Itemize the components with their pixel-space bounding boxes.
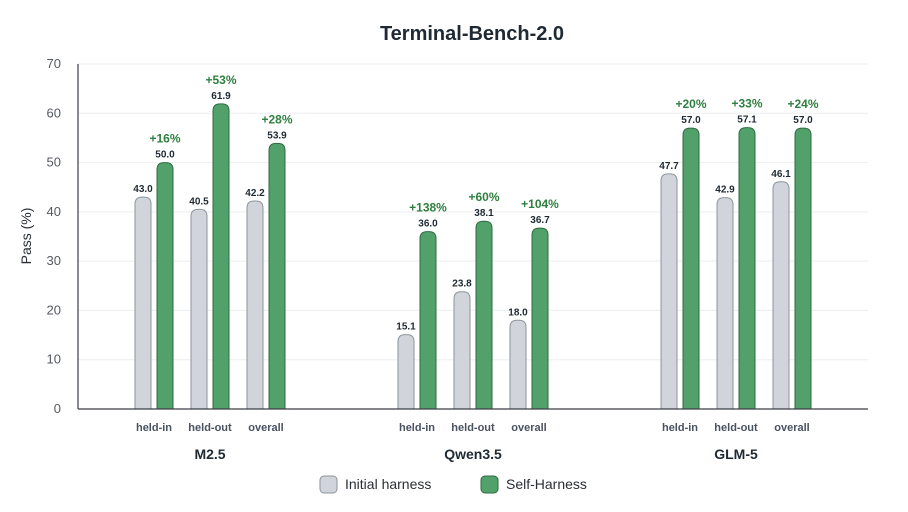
bar-initial-harness	[660, 173, 678, 410]
bar-initial-harness	[190, 208, 208, 410]
bar-self-harness	[682, 127, 700, 410]
bar-initial-harness	[509, 319, 527, 410]
bar-self-harness	[212, 103, 230, 410]
legend-label-initial: Initial harness	[345, 476, 431, 492]
y-tick-label: 0	[54, 401, 61, 416]
split-label: overall	[774, 422, 809, 434]
y-tick-label: 30	[47, 253, 61, 268]
value-label-initial: 46.1	[771, 169, 791, 180]
bar-initial-harness	[246, 200, 264, 410]
improvement-label: +28%	[261, 112, 292, 126]
y-tick-label: 50	[47, 155, 61, 170]
bar-initial-harness	[716, 197, 734, 410]
improvement-label: +138%	[409, 201, 447, 215]
bar-initial-harness	[134, 196, 152, 410]
value-label-initial: 23.8	[452, 279, 472, 290]
x-axis-labels: held-in held-out overall M2.5 held-in held-ou…	[136, 422, 810, 462]
value-label-self: 61.9	[211, 91, 231, 102]
value-label-self: 38.1	[474, 208, 494, 219]
y-axis-ticks: 0 10 20 30 40 50 60 70	[47, 56, 61, 416]
bar-self-harness	[531, 227, 549, 410]
split-label: held-out	[451, 422, 495, 434]
improvement-label: +20%	[675, 97, 706, 111]
value-label-initial: 47.7	[659, 161, 679, 172]
improvement-label: +33%	[731, 97, 762, 111]
split-label: held-out	[188, 422, 232, 434]
chart-title: Terminal-Bench-2.0	[380, 23, 564, 45]
bar-self-harness	[475, 220, 493, 410]
bar-self-harness	[419, 231, 437, 410]
improvement-label: +53%	[205, 73, 236, 87]
improvement-label: +104%	[521, 197, 559, 211]
legend-swatch-self	[480, 475, 499, 494]
split-label: held-in	[399, 422, 435, 434]
legend-swatch-initial	[319, 475, 338, 494]
split-label: overall	[511, 422, 546, 434]
y-tick-label: 10	[47, 352, 61, 367]
split-label: held-in	[136, 422, 172, 434]
y-axis-label: Pass (%)	[18, 208, 34, 265]
value-label-self: 57.0	[681, 115, 701, 126]
group-label: M2.5	[194, 446, 225, 462]
y-tick-label: 40	[47, 204, 61, 219]
value-label-self: 50.0	[155, 150, 175, 161]
value-label-initial: 42.2	[245, 188, 265, 199]
bars: 43.0 50.0 +16% 40.5 61.9 +53% 42.2 53.9 +28% 15.1…	[133, 73, 819, 410]
value-label-self: 57.1	[737, 115, 757, 126]
bar-initial-harness	[772, 181, 790, 410]
value-label-self: 36.0	[418, 219, 438, 230]
bar-self-harness	[268, 142, 286, 410]
bar-self-harness	[156, 162, 174, 410]
value-label-initial: 40.5	[189, 196, 209, 207]
legend: Initial harness Self-Harness	[319, 475, 587, 494]
bar-self-harness	[738, 127, 756, 410]
legend-label-self: Self-Harness	[506, 476, 587, 492]
split-label: held-in	[662, 422, 698, 434]
bar-initial-harness	[453, 291, 471, 410]
value-label-self: 57.0	[793, 115, 813, 126]
y-tick-label: 20	[47, 302, 61, 317]
split-label: overall	[248, 422, 283, 434]
value-label-initial: 43.0	[133, 184, 153, 195]
improvement-label: +16%	[149, 132, 180, 146]
y-tick-label: 60	[47, 105, 61, 120]
value-label-self: 53.9	[267, 130, 287, 141]
grid-lines	[78, 63, 868, 361]
group-label: Qwen3.5	[444, 446, 502, 462]
bar-initial-harness	[397, 334, 415, 410]
improvement-label: +24%	[787, 97, 818, 111]
value-label-initial: 42.9	[715, 185, 735, 196]
group-label: GLM-5	[714, 446, 758, 462]
y-tick-label: 70	[47, 56, 61, 71]
bar-self-harness	[794, 127, 812, 410]
axes	[77, 64, 868, 410]
value-label-self: 36.7	[530, 215, 550, 226]
improvement-label: +60%	[468, 190, 499, 204]
split-label: held-out	[714, 422, 758, 434]
value-label-initial: 15.1	[396, 322, 416, 333]
value-label-initial: 18.0	[508, 307, 528, 318]
